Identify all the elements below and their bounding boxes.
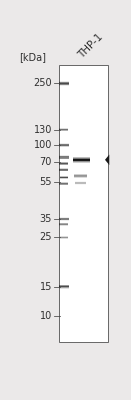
Bar xyxy=(73,157,90,158)
Bar xyxy=(73,162,90,163)
Bar xyxy=(73,160,90,161)
Text: 10: 10 xyxy=(40,311,52,321)
Bar xyxy=(73,161,90,162)
Text: 15: 15 xyxy=(40,282,52,292)
Bar xyxy=(59,65,108,342)
Text: 250: 250 xyxy=(33,78,52,88)
Text: 70: 70 xyxy=(40,157,52,167)
Bar xyxy=(73,158,90,159)
Bar xyxy=(73,162,90,163)
Text: 55: 55 xyxy=(39,177,52,187)
Bar xyxy=(73,158,90,159)
Text: 100: 100 xyxy=(34,140,52,150)
Text: THP-1: THP-1 xyxy=(76,32,105,60)
Text: 25: 25 xyxy=(39,232,52,242)
Bar xyxy=(73,159,90,160)
Text: [kDa]: [kDa] xyxy=(19,52,46,62)
Bar xyxy=(73,157,90,158)
Text: 35: 35 xyxy=(40,214,52,224)
Text: 130: 130 xyxy=(34,125,52,135)
FancyArrow shape xyxy=(105,154,109,165)
Bar xyxy=(73,161,90,162)
